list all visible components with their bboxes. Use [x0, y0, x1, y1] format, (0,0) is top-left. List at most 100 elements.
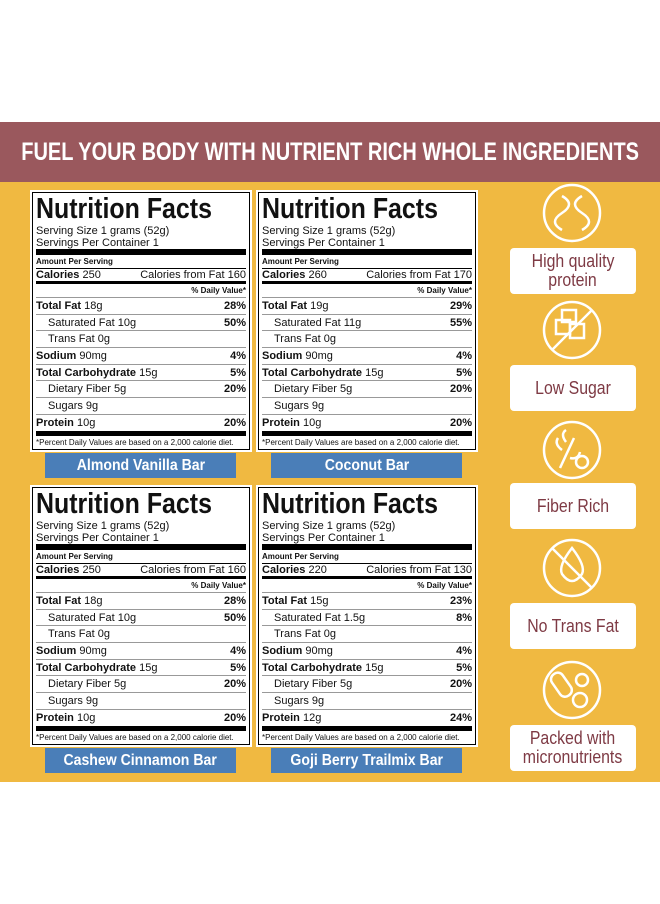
nutrient-row: Total Carbohydrate 15g 5% — [262, 658, 472, 676]
icon-trans-fat — [542, 538, 602, 598]
nutrient: Sodium 90mg — [36, 350, 107, 362]
nutrition-panel: Nutrition Facts Serving Size 1 grams (52g… — [256, 485, 478, 747]
nutrient: Sugars 9g — [274, 695, 324, 707]
nutrient-row: Sodium 90mg 4% — [262, 347, 472, 364]
nutrient-label: Sodium — [36, 644, 77, 657]
dv-header: % Daily Value* — [417, 581, 472, 590]
serving-size: Serving Size 1 grams (52g) — [262, 225, 396, 237]
nutrient-label: Trans Fat — [274, 628, 321, 641]
feature-box: Fiber Rich — [510, 483, 636, 529]
feature-text: High quality — [531, 251, 615, 271]
panel-title: Nutrition Facts — [36, 488, 212, 520]
nutrient-row: Sugars 9g — [36, 692, 246, 709]
nutrient-row: Protein 12g 24% — [262, 708, 472, 731]
nutrient-amount: 0g — [97, 333, 110, 346]
nutrient-row: Protein 10g 20% — [36, 413, 246, 436]
nutrient-amount: 9g — [311, 399, 325, 412]
icon-fiber — [542, 420, 602, 480]
panel-title-wrap: Nutrition Facts — [262, 489, 472, 520]
servings: Servings Per Container 1 — [36, 532, 246, 550]
product-name: Goji Berry Trailmix Bar — [271, 748, 462, 773]
nutrient-amount: 15g — [139, 661, 158, 674]
servings: Servings Per Container 1 — [262, 532, 472, 550]
nutrient-amount: 90mg — [79, 644, 107, 657]
nutrient: Saturated Fat 10g — [48, 317, 136, 329]
calories: Calories 260 — [262, 269, 327, 281]
calories-label: Calories — [36, 269, 80, 281]
daily-value: 24% — [449, 711, 472, 724]
nutrient-row: Sodium 90mg 4% — [262, 642, 472, 659]
daily-value: 4% — [230, 644, 246, 657]
nutrient-row: Sugars 9g — [262, 397, 472, 414]
nutrient-amount: 90mg — [305, 349, 333, 362]
nutrient-label: Dietary Fiber — [48, 383, 111, 396]
calories-row: Calories 250 Calories from Fat 160 — [36, 268, 246, 284]
nutrient-row: Sodium 90mg 4% — [36, 642, 246, 659]
nutrient-row: Dietary Fiber 5g 20% — [36, 380, 246, 397]
nutrient-label: Sodium — [262, 349, 303, 362]
nutrient-label: Trans Fat — [48, 333, 95, 346]
product-name: Almond Vanilla Bar — [45, 453, 236, 478]
nutrient-amount: 9g — [85, 694, 99, 707]
nutrient: Trans Fat 0g — [274, 333, 336, 345]
daily-value: 20% — [449, 383, 472, 396]
nutrient-amount: 9g — [311, 694, 325, 707]
nutrient-amount: 9g — [85, 399, 99, 412]
nutrient-label: Saturated Fat — [48, 316, 115, 329]
nutrient-row: Protein 10g 20% — [36, 708, 246, 731]
nutrient: Trans Fat 0g — [48, 628, 110, 640]
calories-label: Calories — [262, 564, 306, 576]
calories-label: Calories — [36, 564, 80, 576]
nutrient-label: Total Fat — [36, 299, 82, 312]
daily-value: 20% — [223, 416, 246, 429]
nutrient: Total Fat 18g — [36, 595, 102, 607]
nutrient: Protein 10g — [36, 417, 95, 429]
calories: Calories 250 — [36, 269, 101, 281]
nutrient-row: Total Carbohydrate 15g 5% — [36, 658, 246, 676]
panel-title: Nutrition Facts — [262, 193, 438, 225]
product-name-text: Goji Berry Trailmix Bar — [290, 751, 443, 769]
daily-value: 28% — [223, 594, 246, 607]
nutrient: Total Fat 15g — [262, 595, 328, 607]
product-name-text: Cashew Cinnamon Bar — [63, 751, 218, 769]
nutrient: Dietary Fiber 5g — [274, 678, 352, 690]
nutrient: Dietary Fiber 5g — [48, 383, 126, 395]
nutrient-row: Total Fat 19g 29% — [262, 297, 472, 314]
feature-box: High quality protein — [510, 248, 636, 294]
nutrient-label: Total Carbohydrate — [36, 366, 137, 379]
daily-value: 4% — [230, 349, 246, 362]
nutrient: Saturated Fat 11g — [274, 317, 361, 329]
fat-calories: Calories from Fat 160 — [140, 564, 246, 576]
nutrient-amount: 0g — [97, 628, 110, 641]
daily-value: 4% — [456, 349, 472, 362]
nutrient: Saturated Fat 10g — [48, 612, 136, 624]
footnote: *Percent Daily Values are based on a 2,0… — [36, 732, 234, 742]
panel-title-wrap: Nutrition Facts — [36, 489, 246, 520]
amount-per-serving: Amount Per Serving — [262, 257, 339, 266]
panel-inner: Nutrition Facts Serving Size 1 grams (52g… — [32, 192, 250, 450]
nutrient: Total Carbohydrate 15g — [36, 367, 157, 379]
feature-box: Packed with micronutrients — [510, 725, 636, 771]
daily-value: 29% — [449, 299, 472, 312]
calories-value: 220 — [308, 564, 327, 576]
nutrient-row: Sugars 9g — [262, 692, 472, 709]
panel-inner: Nutrition Facts Serving Size 1 grams (52g… — [258, 487, 476, 745]
nutrient: Sodium 90mg — [262, 350, 333, 362]
nutrient-amount: 10g — [302, 416, 322, 429]
nutrient-amount: 18g — [84, 299, 103, 312]
nutrient-row: Total Fat 15g 23% — [262, 592, 472, 609]
panel-title-wrap: Nutrition Facts — [36, 194, 246, 225]
nutrient: Sodium 90mg — [262, 645, 333, 657]
calories-value: 250 — [82, 269, 101, 281]
footnote: *Percent Daily Values are based on a 2,0… — [36, 437, 234, 447]
nutrient-label: Sugars — [48, 399, 83, 412]
nutrient-amount: 18g — [84, 594, 103, 607]
nutrient-label: Total Carbohydrate — [262, 366, 363, 379]
nutrient-row: Saturated Fat 10g 50% — [36, 313, 246, 331]
nutrient-amount: 5g — [114, 383, 127, 396]
calories-row: Calories 260 Calories from Fat 170 — [262, 268, 472, 284]
icon-sugar — [542, 300, 602, 360]
fat-calories-value: 170 — [453, 269, 472, 281]
nutrient-amount: 10g — [76, 416, 96, 429]
nutrient: Sugars 9g — [48, 400, 98, 412]
